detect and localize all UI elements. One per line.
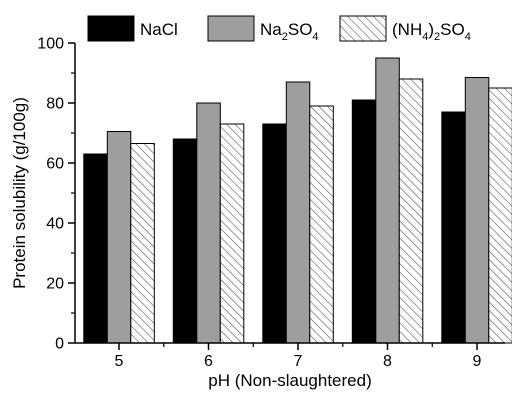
x-tick-label-8: 8	[383, 353, 392, 370]
legend-label-nacl: NaCl	[140, 20, 178, 39]
x-tick-label-6: 6	[204, 353, 213, 370]
x-tick-label-5: 5	[115, 353, 124, 370]
bar-nh42so4-ph8	[398, 78, 424, 344]
legend-label-na2so4: Na2SO4	[260, 20, 319, 43]
legend: NaCl Na2SO4 (NH4)2SO4	[87, 15, 471, 43]
bar-nacl-ph5	[83, 153, 108, 344]
bar-nh42so4-ph7	[309, 105, 334, 344]
x-tick-label-7: 7	[294, 353, 303, 370]
y-tick-label-60: 60	[46, 156, 64, 173]
y-ticks: 0 20 40 60 80 100	[37, 36, 75, 353]
bar-na2so4-ph9	[464, 77, 490, 344]
x-tick-label-9: 9	[473, 353, 482, 370]
y-axis-title: Protein solubility (g/100g)	[10, 97, 29, 289]
bar-nacl-ph8	[351, 99, 377, 344]
x-axis-title: pH (Non-slaughtered)	[208, 371, 371, 390]
legend-swatch-nacl	[87, 15, 135, 42]
bar-nacl-ph7	[262, 123, 287, 344]
bar-nacl-ph9	[441, 111, 466, 344]
y-tick-label-40: 40	[46, 216, 64, 233]
legend-swatch-nh42so4	[339, 15, 387, 42]
y-tick-label-100: 100	[37, 36, 64, 53]
bar-na2so4-ph5	[106, 131, 132, 344]
bar-na2so4-ph7	[285, 81, 311, 344]
bars-group	[83, 57, 512, 344]
bar-nh42so4-ph5	[130, 143, 155, 344]
y-tick-label-20: 20	[46, 276, 64, 293]
bar-na2so4-ph8	[375, 57, 400, 344]
bar-na2so4-ph6	[196, 102, 221, 344]
bar-nacl-ph6	[172, 138, 198, 344]
bar-nh42so4-ph9	[488, 87, 512, 344]
legend-label-nh42so4: (NH4)2SO4	[392, 20, 471, 43]
y-tick-label-80: 80	[46, 96, 64, 113]
x-ticks: 5 6 7 8 9	[115, 343, 482, 370]
bar-nh42so4-ph6	[219, 123, 245, 344]
y-tick-label-0: 0	[55, 336, 64, 353]
legend-swatch-na2so4	[207, 15, 255, 42]
